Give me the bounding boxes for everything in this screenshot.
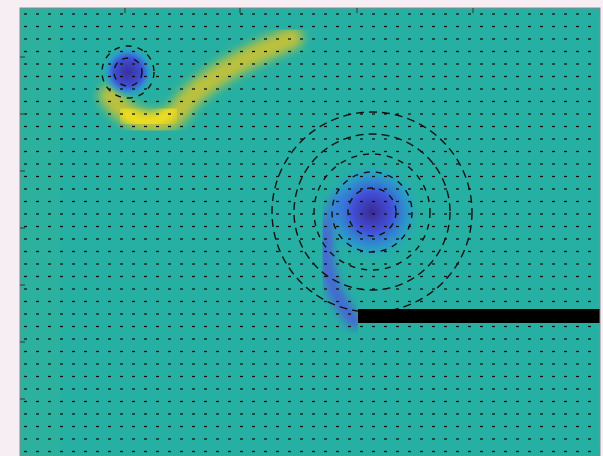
velocity-arrows (20, 8, 600, 456)
axis-ticks (20, 8, 474, 400)
flat-plate (358, 309, 600, 323)
axes-frame (19, 7, 601, 456)
